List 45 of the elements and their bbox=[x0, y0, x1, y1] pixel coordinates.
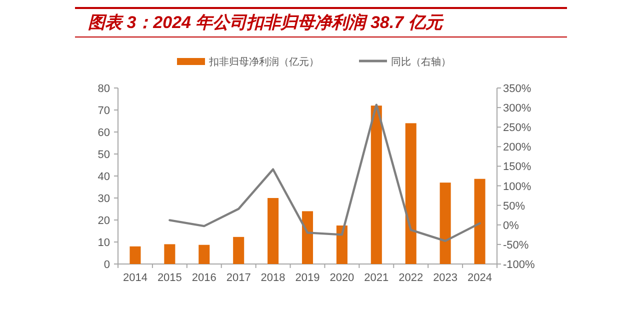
y-tick-label: 10 bbox=[98, 237, 110, 249]
x-tick-label: 2015 bbox=[157, 272, 182, 284]
y-tick-label: 40 bbox=[98, 171, 110, 183]
y2-tick-label: 250% bbox=[503, 122, 532, 134]
y2-tick-label: 100% bbox=[503, 180, 532, 193]
y-tick-label: 60 bbox=[98, 127, 110, 139]
y-tick-label: 20 bbox=[98, 215, 110, 227]
y-tick-label: 30 bbox=[98, 193, 110, 205]
chart-title: 图表 3：2024 年公司扣非归母净利润 38.7 亿元 bbox=[88, 13, 444, 32]
x-tick-label: 2022 bbox=[398, 272, 424, 284]
y2-tick-label: -100% bbox=[503, 259, 536, 271]
y2-tick-label: -50% bbox=[503, 239, 529, 252]
y2-tick-label: 150% bbox=[503, 161, 532, 174]
bar bbox=[233, 236, 244, 264]
x-tick-label: 2018 bbox=[260, 272, 286, 284]
y-tick-label: 70 bbox=[98, 105, 110, 117]
line-series bbox=[168, 104, 481, 242]
bar bbox=[336, 226, 348, 264]
bar bbox=[130, 246, 141, 264]
x-tick-label: 2021 bbox=[364, 272, 389, 284]
y-tick-label: 50 bbox=[98, 149, 110, 161]
legend-label: 扣非归母净利润（亿元） bbox=[208, 56, 319, 68]
y2-tick-label: 50% bbox=[503, 200, 526, 212]
x-tick-label: 2017 bbox=[226, 272, 251, 284]
x-tick-label: 2023 bbox=[433, 272, 458, 284]
y2-tick-label: 0% bbox=[503, 220, 520, 232]
x-tick-label: 2016 bbox=[192, 272, 216, 284]
bar bbox=[268, 198, 279, 264]
bar bbox=[164, 244, 176, 264]
x-tick-label: 2024 bbox=[468, 272, 492, 284]
y2-tick-label: 300% bbox=[503, 102, 532, 115]
bar bbox=[405, 123, 416, 264]
y2-tick-label: 350% bbox=[503, 83, 532, 95]
x-tick-label: 2020 bbox=[330, 272, 354, 284]
bar bbox=[474, 178, 486, 264]
bar bbox=[370, 106, 382, 264]
y2-tick-label: 200% bbox=[503, 142, 532, 154]
legend-label: 同比（右轴） bbox=[391, 56, 451, 68]
bar bbox=[198, 244, 210, 264]
x-tick-label: 2014 bbox=[122, 272, 148, 284]
bar bbox=[440, 182, 451, 264]
y-tick-label: 0 bbox=[104, 259, 110, 271]
y-tick-label: 80 bbox=[98, 83, 110, 95]
x-tick-label: 2019 bbox=[295, 272, 320, 284]
bar bbox=[302, 211, 314, 264]
